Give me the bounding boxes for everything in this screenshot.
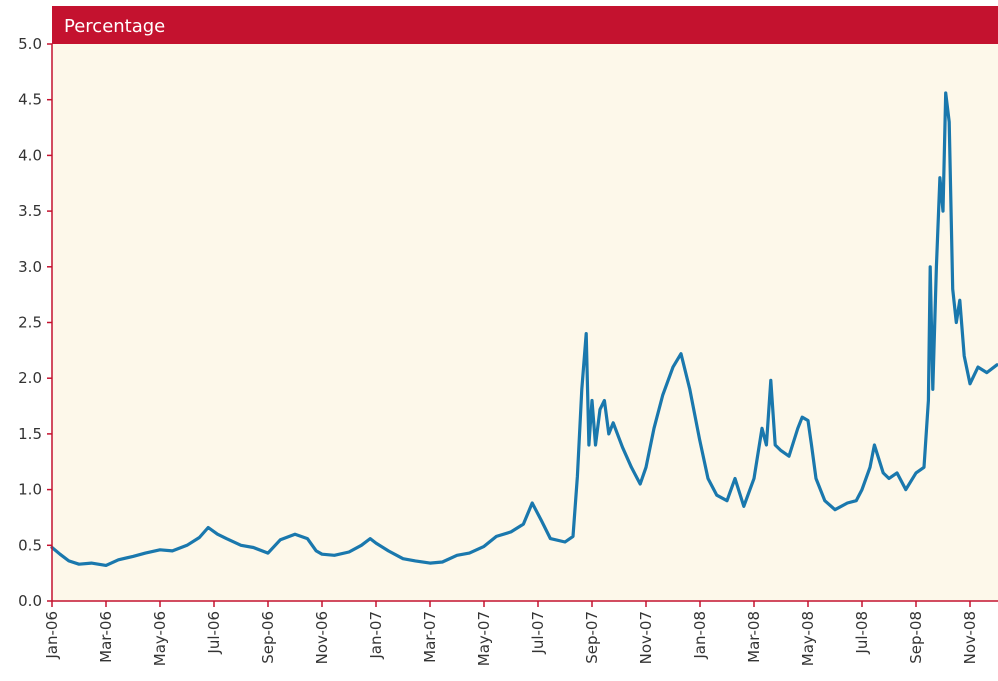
y-tick-label: 1.0 xyxy=(18,481,42,499)
x-tick-label: Jan-06 xyxy=(43,611,61,660)
x-tick-label: Nov-06 xyxy=(313,611,331,664)
y-tick-label: 0.5 xyxy=(18,536,42,554)
x-tick-label: May-08 xyxy=(799,611,817,666)
x-tick-label: Sep-07 xyxy=(583,611,601,664)
y-axis: 0.0 0.5 1.0 1.5 2.0 2.5 3.0 3.5 4.0 4.5 5.0 xyxy=(18,35,52,610)
title-bar xyxy=(52,6,998,44)
series-line-0 xyxy=(50,91,998,568)
x-axis: Jan-06 Mar-06 May-06 Jul-06 Sep-06 Nov-06 Jan-… xyxy=(43,601,979,666)
y-tick-label: 1.5 xyxy=(18,425,42,443)
x-tick-label: Jul-06 xyxy=(205,611,223,655)
x-tick-label: Jan-08 xyxy=(691,611,709,660)
y-tick-label: 5.0 xyxy=(18,35,42,53)
x-tick-label: Mar-06 xyxy=(97,611,115,663)
y-tick-label: 2.0 xyxy=(18,369,42,387)
x-tick-label: Mar-08 xyxy=(745,611,763,663)
x-tick-label: May-06 xyxy=(151,611,169,666)
x-tick-label: May-07 xyxy=(475,611,493,666)
x-tick-label: Mar-07 xyxy=(421,611,439,663)
x-tick-label: Nov-08 xyxy=(961,611,979,664)
y-tick-label: 3.5 xyxy=(18,202,42,220)
y-tick-label: 4.0 xyxy=(18,146,42,164)
x-tick-label: Jul-07 xyxy=(529,611,547,655)
y-tick-label: 0.0 xyxy=(18,592,42,610)
series-layer xyxy=(50,91,998,568)
x-tick-label: Nov-07 xyxy=(637,611,655,664)
chart-title: Percentage xyxy=(64,16,165,37)
x-tick-label: Jul-08 xyxy=(853,611,871,655)
x-tick-label: Sep-06 xyxy=(259,611,277,664)
x-tick-label: Sep-08 xyxy=(907,611,925,664)
y-tick-label: 2.5 xyxy=(18,314,42,332)
x-tick-label: Jan-07 xyxy=(367,611,385,660)
y-tick-label: 3.0 xyxy=(18,258,42,276)
y-tick-label: 4.5 xyxy=(18,91,42,109)
